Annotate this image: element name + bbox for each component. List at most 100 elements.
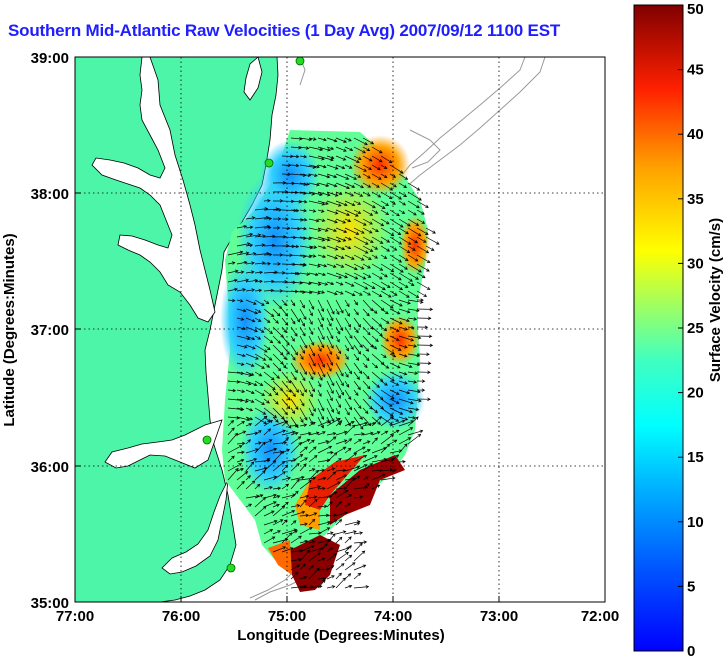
velocity-arrow <box>353 146 366 154</box>
velocity-arrow <box>344 254 355 260</box>
velocity-arrow <box>254 416 268 425</box>
velocity-arrow <box>326 137 338 143</box>
velocity-arrow <box>290 530 298 535</box>
velocity-arrow <box>380 430 389 436</box>
velocity-arrow <box>317 407 325 420</box>
velocity-arrow <box>245 439 251 445</box>
velocity-arrow <box>416 272 426 279</box>
velocity-arrow <box>317 579 326 589</box>
velocity-arrow <box>416 263 430 272</box>
velocity-arrow <box>371 218 385 227</box>
velocity-arrow <box>290 163 300 168</box>
velocity-arrow <box>308 272 319 277</box>
velocity-arrow <box>299 549 310 562</box>
velocity-arrow <box>326 553 337 562</box>
velocity-arrow <box>281 398 291 410</box>
velocity-arrow <box>290 191 307 195</box>
velocity-arrow <box>290 326 298 337</box>
velocity-arrow <box>344 173 358 180</box>
colorbar-tick-label: 20 <box>687 385 704 402</box>
velocity-arrow <box>398 245 411 254</box>
velocity-arrow <box>263 243 276 248</box>
velocity-arrow <box>308 344 316 357</box>
velocity-arrow <box>326 436 337 445</box>
velocity-arrow <box>380 281 391 288</box>
velocity-arrow <box>317 236 331 242</box>
velocity-arrow <box>353 299 359 306</box>
velocity-arrow <box>371 317 383 327</box>
velocity-arrow <box>407 416 419 427</box>
velocity-arrow <box>362 209 374 216</box>
velocity-arrow <box>344 236 352 241</box>
velocity-arrow <box>326 164 339 170</box>
velocity-arrow <box>344 424 356 436</box>
velocity-arrow <box>398 173 409 180</box>
velocity-arrow <box>299 522 308 526</box>
velocity-arrow <box>353 475 361 481</box>
velocity-arrow <box>236 450 245 455</box>
velocity-arrow <box>407 191 422 201</box>
velocity-arrow <box>281 510 296 517</box>
velocity-arrow <box>416 281 431 290</box>
velocity-arrow <box>398 200 407 206</box>
velocity-arrow <box>353 362 363 375</box>
velocity-arrow <box>308 512 318 517</box>
velocity-arrow <box>299 457 308 463</box>
velocity-arrow <box>290 423 299 428</box>
velocity-arrow <box>362 245 374 252</box>
velocity-arrow <box>380 182 394 191</box>
velocity-arrow <box>326 452 338 463</box>
velocity-arrow <box>344 317 351 328</box>
velocity-arrow <box>344 281 355 287</box>
velocity-arrow <box>308 407 314 417</box>
velocity-arrow <box>299 585 315 589</box>
x-tick-label: 75:00 <box>268 608 306 625</box>
velocity-arrow <box>380 443 391 454</box>
velocity-arrow <box>353 407 363 420</box>
velocity-arrow <box>290 146 302 150</box>
velocity-arrow <box>344 573 352 580</box>
colorbar-tick-label: 35 <box>687 191 704 208</box>
velocity-arrow <box>407 362 421 367</box>
velocity-arrow <box>281 299 287 307</box>
velocity-arrow <box>335 290 344 295</box>
velocity-arrow <box>254 326 265 333</box>
velocity-arrow <box>326 281 335 286</box>
velocity-arrow <box>407 398 422 403</box>
velocity-arrow <box>227 287 238 292</box>
colorbar-tick-label: 15 <box>687 449 704 466</box>
colorbar-label: Surface Velocity (cm/s) <box>707 218 724 382</box>
velocity-arrow <box>380 308 389 315</box>
velocity-arrow <box>227 261 236 265</box>
velocity-arrow <box>371 484 381 490</box>
velocity-arrow <box>380 407 394 417</box>
velocity-arrow <box>371 200 386 209</box>
velocity-arrow <box>308 290 321 295</box>
velocity-arrow <box>308 227 322 232</box>
velocity-arrow <box>227 250 244 256</box>
velocity-arrow <box>344 494 353 499</box>
velocity-arrow <box>236 480 245 490</box>
velocity-arrow <box>236 317 245 321</box>
velocity-arrow <box>335 272 348 279</box>
velocity-arrow <box>281 317 289 326</box>
velocity-arrow <box>380 218 390 225</box>
velocity-arrow <box>254 389 266 396</box>
velocity-arrow <box>353 446 366 454</box>
y-tick-label: 35:00 <box>31 595 69 612</box>
velocity-arrow <box>263 353 273 361</box>
velocity-arrow <box>272 208 283 212</box>
velocity-vectors <box>227 137 440 589</box>
velocity-arrow <box>308 200 326 206</box>
velocity-arrow <box>290 398 299 411</box>
velocity-arrow <box>326 380 334 395</box>
velocity-arrow <box>344 562 356 571</box>
velocity-arrow <box>326 417 341 427</box>
velocity-arrow <box>353 137 368 146</box>
velocity-arrow <box>380 290 392 298</box>
velocity-arrow <box>245 423 253 427</box>
velocity-arrow <box>362 146 371 152</box>
velocity-arrow <box>335 489 349 499</box>
velocity-arrow <box>416 298 424 302</box>
colorbar-tick-label: 0 <box>687 643 695 659</box>
